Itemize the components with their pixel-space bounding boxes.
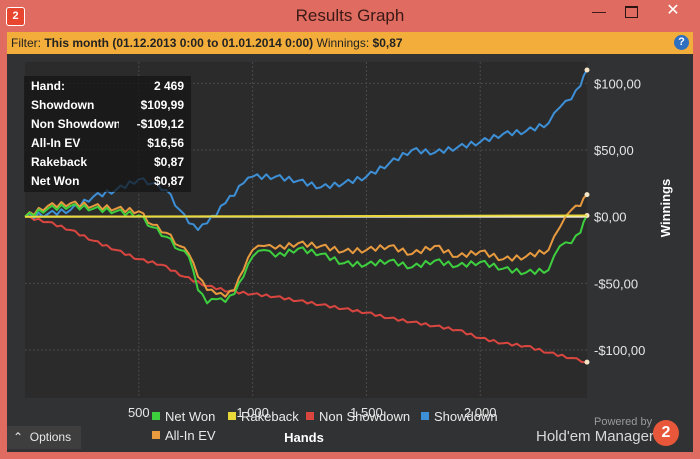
legend-label: All-In EV [165,428,216,443]
stat-row-rakeback: Rakeback $0,87 [31,155,184,174]
winnings-label: Winnings: [316,36,370,50]
legend-item-non-showdown[interactable]: Non Showdown [306,409,410,424]
stat-label: Net Won [31,174,80,188]
stat-label: Showdown [31,98,95,112]
brand-logo-icon: 2 [653,420,679,446]
options-label: Options [29,430,72,444]
legend-item-all-in-ev[interactable]: All-In EV [152,428,216,443]
app-logo-icon: 2 [6,7,25,26]
stat-row-net-won: Net Won $0,87 [31,174,184,193]
stat-row-non-showdown: Non Showdown -$109,12 [31,117,184,136]
winnings-value: $0,87 [372,36,403,50]
stat-row-hand: Hand: 2 469 [31,79,184,98]
legend-item-rakeback[interactable]: Rakeback [228,409,299,424]
maximize-button[interactable] [608,0,654,24]
options-button[interactable]: ⌃ Options [7,426,81,449]
filter-bar: Filter: This month (01.12.2013 0:00 to 0… [7,32,693,54]
stat-label: Non Showdown [31,117,119,131]
brand-name: Hold'em Manager [536,428,654,445]
stat-label: Rakeback [31,155,88,169]
stat-value: $16,56 [147,136,184,150]
legend-item-net-won[interactable]: Net Won [152,409,215,424]
legend-label: Non Showdown [319,409,411,424]
powered-by-text: Powered by [594,416,653,428]
minimize-button[interactable]: — [592,3,606,19]
legend-label: Net Won [165,409,216,424]
help-icon[interactable]: ? [674,35,689,50]
filter-label: Filter: [11,36,41,50]
stat-value: $0,87 [153,155,184,169]
stat-value: $109,99 [140,98,184,112]
close-button[interactable]: ✕ [666,2,680,19]
stat-label: All-In EV [31,136,81,150]
stat-value: 2 469 [153,79,184,93]
stat-value: $0,87 [153,174,184,188]
filter-value[interactable]: This month (01.12.2013 0:00 to 01.01.201… [44,36,314,50]
legend-label: Rakeback [241,409,299,424]
stat-value: -$109,12 [136,117,184,131]
stats-tooltip: Hand: 2 469 Showdown $109,99 Non Showdow… [24,76,191,192]
legend-swatch [306,412,314,420]
legend-swatch [421,412,429,420]
stat-label: Hand: [31,79,65,93]
legend-swatch [228,412,236,420]
title-bar: 2 Results Graph — ✕ [0,0,700,32]
stat-row-all-in-ev: All-In EV $16,56 [31,136,184,155]
legend-swatch [152,431,160,439]
chevron-up-icon: ⌃ [13,430,24,444]
legend-swatch [152,412,160,420]
legend-label: Showdown [434,409,498,424]
legend-item-showdown[interactable]: Showdown [421,409,498,424]
stat-row-showdown: Showdown $109,99 [31,98,184,117]
maximize-icon [624,6,638,19]
window-title: Results Graph [295,6,405,25]
